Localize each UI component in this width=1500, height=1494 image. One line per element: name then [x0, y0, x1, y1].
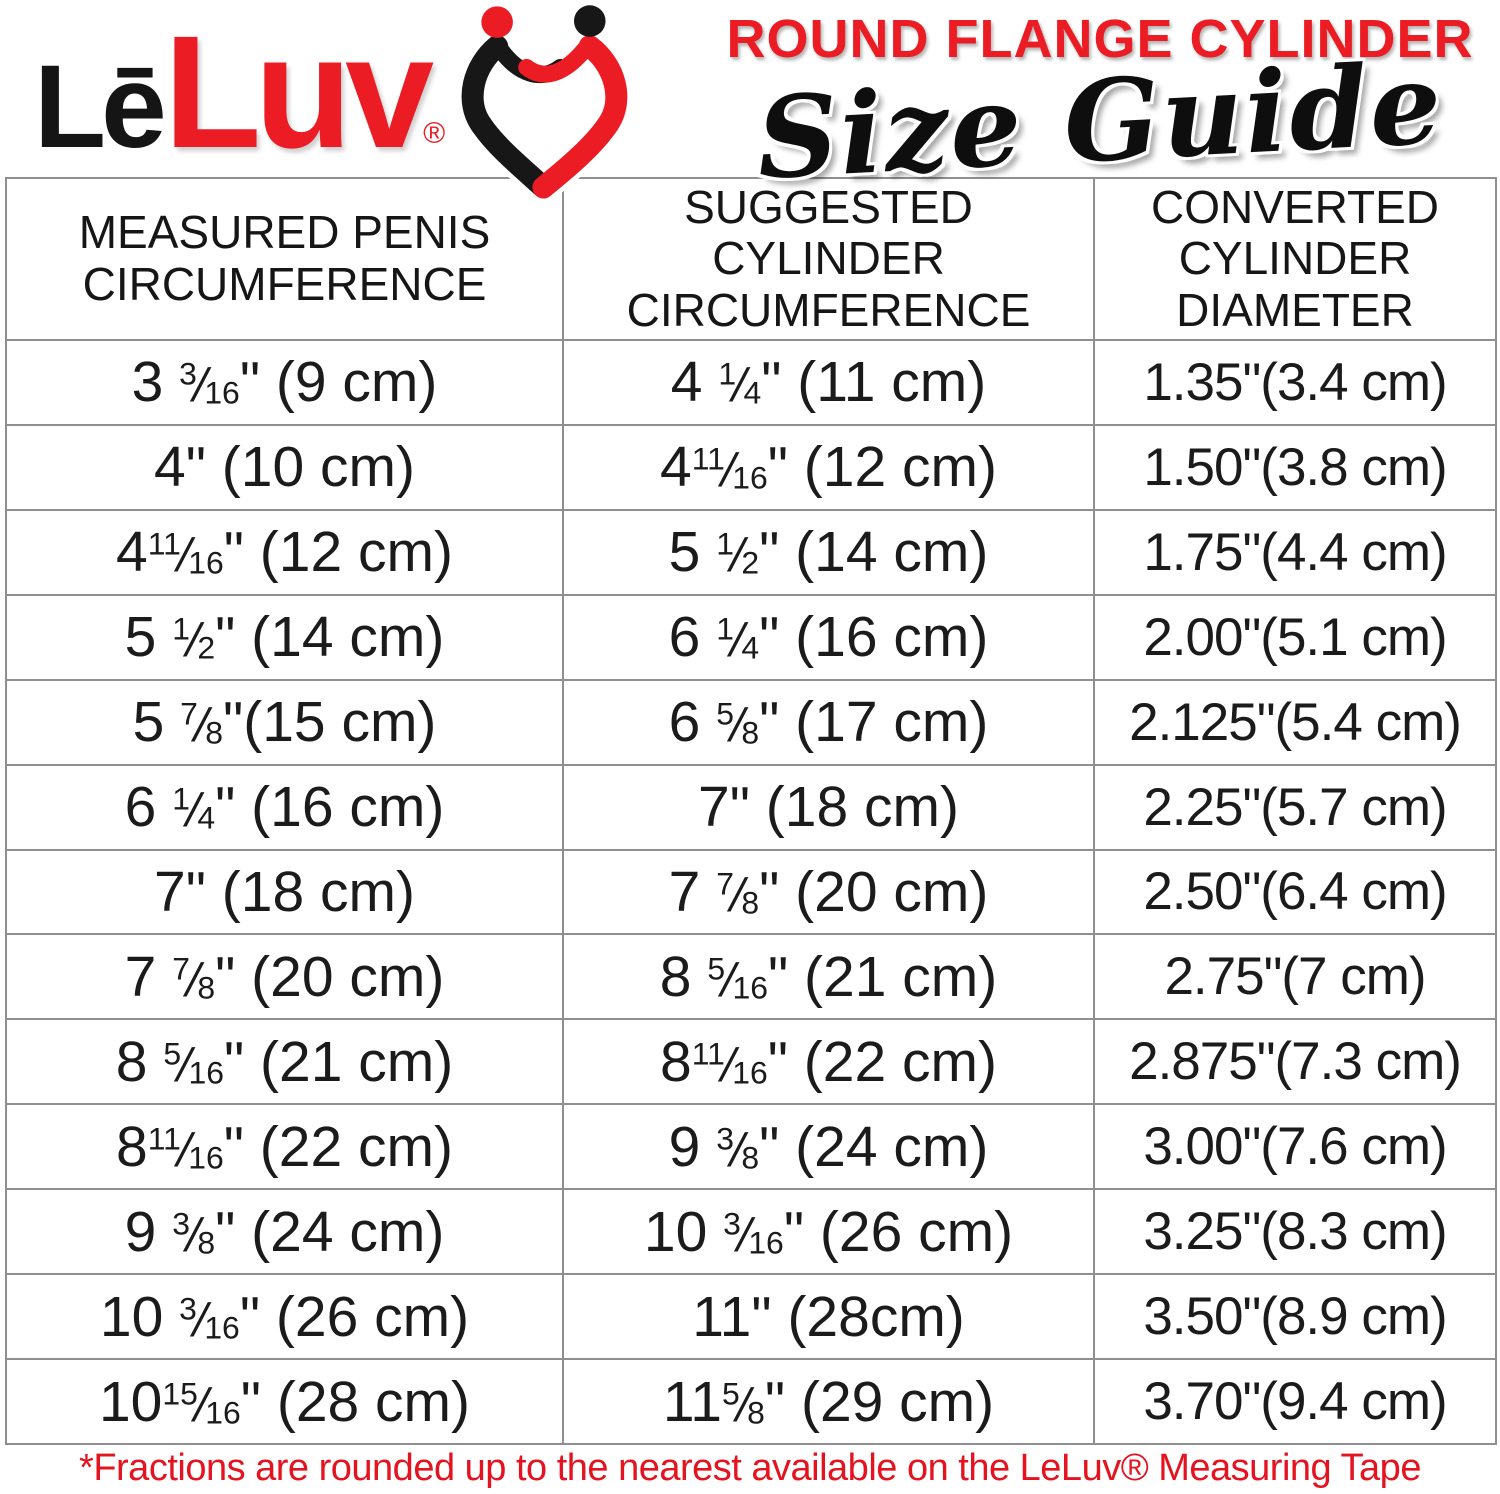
diameter-cell: 3.50"(8.9 cm): [1093, 1273, 1497, 1361]
suggested-cell: 9 3/8" (24 cm): [562, 1103, 1095, 1191]
table-row: 411/16" (12 cm) 5 1/2" (14 cm) 1.75"(4.4…: [5, 508, 1497, 596]
suggested-cell: 5 1/2" (14 cm): [562, 508, 1095, 596]
table-row: 6 1/4" (16 cm) 7/" (18 cm) 2.25"(5.7 cm): [5, 763, 1497, 851]
header-line: DIAMETER: [1176, 283, 1414, 336]
diameter-cell: 2.00"(5.1 cm): [1093, 593, 1497, 681]
header-line: CYLINDER: [712, 232, 945, 285]
suggested-cell: 6 1/4" (16 cm): [562, 593, 1095, 681]
suggested-cell: 115/8" (29 cm): [562, 1358, 1095, 1445]
measured-cell: 9 3/8" (24 cm): [5, 1188, 564, 1276]
header-row: MEASURED PENIS CIRCUMFERENCE SUGGESTED C…: [5, 177, 1497, 341]
measured-cell: 3 3/16" (9 cm): [5, 339, 564, 426]
diameter-cell: 2.25"(5.7 cm): [1093, 763, 1497, 851]
table-row: 7 7/8" (20 cm) 8 5/16" (21 cm) 2.75"(7 c…: [5, 933, 1497, 1021]
header-line: CIRCUMFERENCE: [626, 283, 1031, 336]
diameter-cell: 1.50"(3.8 cm): [1093, 423, 1497, 511]
footnote: *Fractions are rounded up to the nearest…: [79, 1447, 1421, 1489]
header-line: SUGGESTED: [684, 180, 973, 233]
size-guide-table: MEASURED PENIS CIRCUMFERENCE SUGGESTED C…: [5, 177, 1497, 1445]
measured-cell: 4/" (10 cm): [5, 423, 564, 511]
table-row: 5 1/2" (14 cm) 6 1/4" (16 cm) 2.00"(5.1 …: [5, 593, 1497, 681]
table-row: 9 3/8" (24 cm) 10 3/16" (26 cm) 3.25"(8.…: [5, 1188, 1497, 1276]
suggested-cell: 6 5/8" (17 cm): [562, 678, 1095, 766]
suggested-cell: 811/16" (22 cm): [562, 1018, 1095, 1106]
registered-trademark-icon: ®: [423, 117, 446, 150]
table-row: 3 3/16" (9 cm) 4 1/4" (11 cm) 1.35"(3.4 …: [5, 339, 1497, 426]
header-suggested: SUGGESTED CYLINDER CIRCUMFERENCE: [562, 177, 1095, 341]
title-block: ROUND FLANGE CYLINDER Size Guide: [715, 8, 1485, 205]
measured-cell: 5 1/2" (14 cm): [5, 593, 564, 681]
leluv-logo: Lē Luv ®: [34, 0, 445, 184]
measured-cell: 1015/16" (28 cm): [5, 1358, 564, 1445]
measured-cell: 5 7/8"(15 cm): [5, 678, 564, 766]
measured-cell: 6 1/4" (16 cm): [5, 763, 564, 851]
table-row: 10 3/16" (26 cm) 11/" (28cm) 3.50"(8.9 c…: [5, 1273, 1497, 1361]
suggested-cell: 7 7/8" (20 cm): [562, 848, 1095, 936]
header-diameter: CONVERTED CYLINDER DIAMETER: [1093, 177, 1497, 341]
diameter-cell: 2.875"(7.3 cm): [1093, 1018, 1497, 1106]
measured-cell: 8 5/16" (21 cm): [5, 1018, 564, 1106]
diameter-cell: 2.75"(7 cm): [1093, 933, 1497, 1021]
diameter-cell: 3.70"(9.4 cm): [1093, 1358, 1497, 1445]
table-row: 4/" (10 cm) 411/16" (12 cm) 1.50"(3.8 cm…: [5, 423, 1497, 511]
measured-cell: 10 3/16" (26 cm): [5, 1273, 564, 1361]
logo-text-le: Lē: [34, 41, 167, 173]
table-row: 1015/16" (28 cm) 115/8" (29 cm) 3.70"(9.…: [5, 1358, 1497, 1445]
table-row: 811/16" (22 cm) 9 3/8" (24 cm) 3.00"(7.6…: [5, 1103, 1497, 1191]
measured-cell: 7/" (18 cm): [5, 848, 564, 936]
diameter-cell: 2.125"(5.4 cm): [1093, 678, 1497, 766]
header-line: MEASURED PENIS: [78, 206, 491, 259]
suggested-cell: 11/" (28cm): [562, 1273, 1095, 1361]
header-line: CONVERTED: [1151, 180, 1439, 233]
table-row: 8 5/16" (21 cm) 811/16" (22 cm) 2.875"(7…: [5, 1018, 1497, 1106]
suggested-cell: 10 3/16" (26 cm): [562, 1188, 1095, 1276]
measured-cell: 7 7/8" (20 cm): [5, 933, 564, 1021]
leluv-heart-logo-icon: [456, 0, 633, 200]
suggested-cell: 4 1/4" (11 cm): [562, 339, 1095, 426]
suggested-cell: 411/16" (12 cm): [562, 423, 1095, 511]
diameter-cell: 3.00"(7.6 cm): [1093, 1103, 1497, 1191]
logo-text-luv: Luv: [163, 2, 434, 181]
page-title: ROUND FLANGE CYLINDER: [726, 9, 1474, 69]
header-line: CYLINDER: [1178, 232, 1412, 285]
diameter-cell: 2.50"(6.4 cm): [1093, 848, 1497, 936]
header-line: CIRCUMFERENCE: [82, 258, 487, 310]
header-measured: MEASURED PENIS CIRCUMFERENCE: [5, 177, 564, 341]
measured-cell: 411/16" (12 cm): [5, 508, 564, 596]
diameter-cell: 3.25"(8.3 cm): [1093, 1188, 1497, 1276]
suggested-cell: 8 5/16" (21 cm): [562, 933, 1095, 1021]
table-row: 5 7/8"(15 cm) 6 5/8" (17 cm) 2.125"(5.4 …: [5, 678, 1497, 766]
table-row: 7/" (18 cm) 7 7/8" (20 cm) 2.50"(6.4 cm): [5, 848, 1497, 936]
suggested-cell: 7/" (18 cm): [562, 763, 1095, 851]
diameter-cell: 1.35"(3.4 cm): [1093, 339, 1497, 426]
measured-cell: 811/16" (22 cm): [5, 1103, 564, 1191]
diameter-cell: 1.75"(4.4 cm): [1093, 508, 1497, 596]
